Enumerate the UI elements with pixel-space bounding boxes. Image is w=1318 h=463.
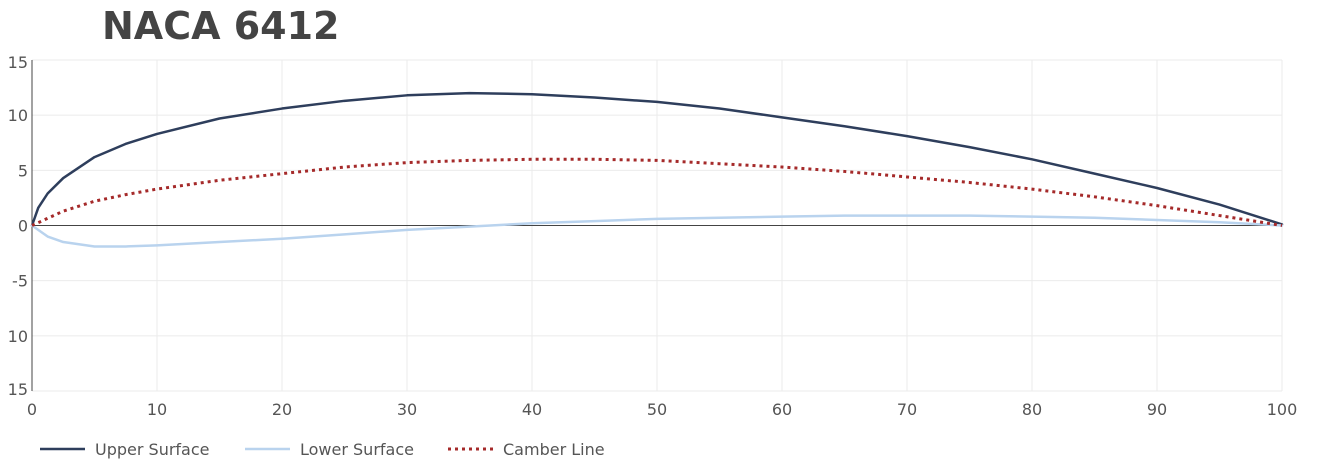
legend-label-lower-surface: Lower Surface <box>300 440 414 459</box>
series-line-lower-surface <box>30 214 1284 248</box>
x-tick-label: 40 <box>522 400 542 419</box>
x-tick-label: 80 <box>1022 400 1042 419</box>
x-tick-label: 100 <box>1267 400 1298 419</box>
x-tick-label: 0 <box>27 400 37 419</box>
series-layer <box>30 91 1284 248</box>
legend-label-upper-surface: Upper Surface <box>95 440 209 459</box>
x-tick-label: 70 <box>897 400 917 419</box>
series-line-upper-surface <box>30 91 1284 227</box>
x-tick-label: 20 <box>272 400 292 419</box>
y-tick-label: 10 <box>8 106 28 125</box>
x-tick-label: 50 <box>647 400 667 419</box>
legend: Upper Surface Lower Surface Camber Line <box>40 440 605 459</box>
y-tick-label: 0 <box>18 217 28 236</box>
chart-title: NACA 6412 <box>102 4 340 48</box>
y-tick-label: 15 <box>8 380 28 399</box>
y-tick-label: 5 <box>18 161 28 180</box>
y-tick-label: -5 <box>12 272 28 291</box>
y-tick-label: 15 <box>8 53 28 72</box>
x-tick-label: 90 <box>1147 400 1167 419</box>
series-line-camber-line <box>31 157 1283 227</box>
legend-label-camber-line: Camber Line <box>503 440 605 459</box>
x-tick-label: 30 <box>397 400 417 419</box>
x-tick-label: 60 <box>772 400 792 419</box>
y-tick-label: 10 <box>8 327 28 346</box>
x-tick-label: 10 <box>147 400 167 419</box>
